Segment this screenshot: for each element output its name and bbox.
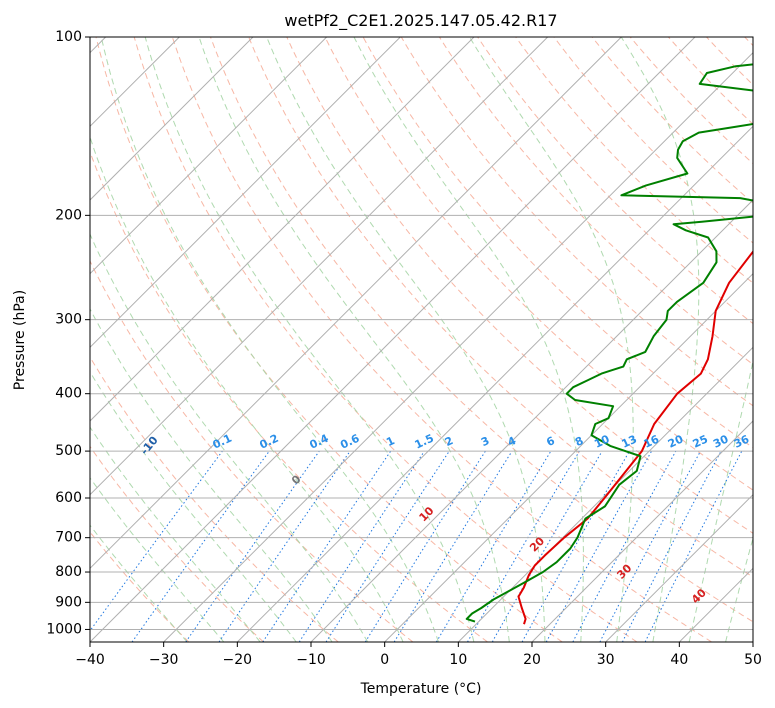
chart-title: wetPf2_C2E1.2025.147.05.42.R17: [284, 11, 557, 31]
moist-adiabat: [353, 37, 584, 642]
mixing-ratio-lines: [90, 450, 743, 642]
moist-adiabat: [90, 370, 297, 642]
dewpoint-profile-line: [465, 63, 753, 623]
mixing-ratio-line: [131, 450, 270, 642]
temperature-profile-line: [517, 250, 753, 625]
mixing-ratio-line: [185, 450, 320, 642]
background-line-labels: -100-90-80-70-60-50-40-30-20-10010203040…: [138, 432, 752, 607]
x-axis-label: Temperature (°C): [360, 681, 482, 697]
isotherm: [90, 37, 696, 642]
plot-area: -100-90-80-70-60-50-40-30-20-10010203040…: [90, 37, 753, 642]
mixing-ratio-line: [298, 450, 425, 642]
isotherm: [90, 37, 254, 201]
sounding-profiles: [465, 63, 753, 625]
dry-adiabat: [90, 356, 339, 642]
dry-adiabat: [324, 37, 753, 491]
isotherm: [384, 272, 753, 642]
x-tick-label: −10: [296, 652, 326, 668]
dry-adiabat: [248, 37, 753, 578]
isotherm: [90, 37, 328, 275]
mixing-ratio-line: [325, 450, 450, 642]
x-tick-label: −30: [149, 652, 179, 668]
moist-adiabat: [620, 37, 700, 642]
mixing-ratio-label: 13: [620, 433, 639, 451]
dry-adiabat: [95, 37, 563, 642]
y-tick-label: 100: [55, 29, 82, 45]
moist-adiabat: [90, 232, 369, 642]
x-axis-ticks: −40 −30 −20 −10 0 10 20 30 40 50: [75, 642, 762, 668]
dry-adiabat: [90, 259, 414, 642]
moist-adiabat: [90, 524, 188, 642]
isotherm: [163, 51, 753, 642]
x-tick-label: 50: [744, 652, 762, 668]
isotherm: [310, 199, 753, 642]
mixing-ratio-label: 16: [642, 432, 662, 450]
moist-adiabat: [725, 536, 753, 642]
dry-adiabat: [515, 37, 753, 284]
y-tick-label: 300: [55, 312, 82, 328]
mixing-ratio-label: 36: [732, 432, 752, 450]
y-tick-label: 400: [55, 386, 82, 402]
dry-adiabat: [210, 37, 753, 623]
isotherm: [90, 37, 475, 422]
dry-adiabat: [133, 37, 638, 642]
mixing-ratio-line: [644, 450, 743, 642]
x-tick-label: 10: [449, 652, 467, 668]
dry-adiabats: [90, 37, 753, 642]
dry-adiabat: [90, 445, 264, 642]
isotherm: [236, 125, 753, 642]
y-tick-label: 900: [55, 594, 82, 610]
mixing-ratio-line: [521, 450, 630, 642]
mixing-ratio-line: [572, 450, 677, 642]
y-axis-ticks: 100 200 300 400 500 600 700 800 900 1000: [46, 29, 90, 637]
mixing-ratio-label: 25: [691, 433, 710, 451]
moist-adiabat: [90, 426, 261, 642]
mixing-ratio-line: [218, 450, 351, 642]
dry-adiabat: [171, 37, 712, 642]
moist-adiabat: [90, 476, 225, 642]
x-tick-label: 40: [670, 652, 688, 668]
x-tick-label: −40: [75, 652, 105, 668]
mixing-ratio-line: [90, 450, 223, 632]
y-tick-label: 800: [55, 564, 82, 580]
y-tick-label: 200: [55, 207, 82, 223]
dry-adiabat: [286, 37, 753, 534]
x-tick-label: −20: [223, 652, 253, 668]
y-tick-label: 700: [55, 530, 82, 546]
plot-frame: [89, 36, 754, 643]
isotherm: [605, 493, 753, 642]
skewed-isotherms: [90, 37, 753, 642]
x-tick-label: 0: [380, 652, 389, 668]
y-tick-label: 1000: [46, 621, 82, 637]
moist-adiabat: [266, 37, 546, 642]
x-tick-label: 20: [523, 652, 541, 668]
mixing-ratio-line: [393, 450, 513, 642]
x-tick-label: 30: [597, 652, 615, 668]
y-axis-label: Pressure (hPa): [12, 290, 28, 390]
isotherm: [90, 37, 401, 349]
y-tick-label: 600: [55, 490, 82, 506]
mixing-ratio-label: 30: [711, 432, 731, 450]
moist-adiabat: [198, 37, 510, 642]
moist-adiabat: [100, 37, 439, 642]
moist-adiabat: [90, 135, 404, 642]
moist-adiabat: [144, 37, 475, 642]
isotherm: [531, 420, 753, 642]
mixing-ratio-label: 10: [592, 432, 612, 450]
mixing-ratio-line: [545, 450, 653, 642]
y-tick-label: 500: [55, 443, 82, 459]
isotherm: [90, 37, 549, 496]
isotherm: [90, 37, 622, 570]
mixing-ratio-line: [262, 450, 392, 642]
mixing-ratio-label: 20: [666, 432, 686, 450]
moist-adiabat: [688, 358, 753, 642]
moist-adiabat: [90, 308, 333, 642]
isobar-gridlines: [90, 37, 753, 630]
